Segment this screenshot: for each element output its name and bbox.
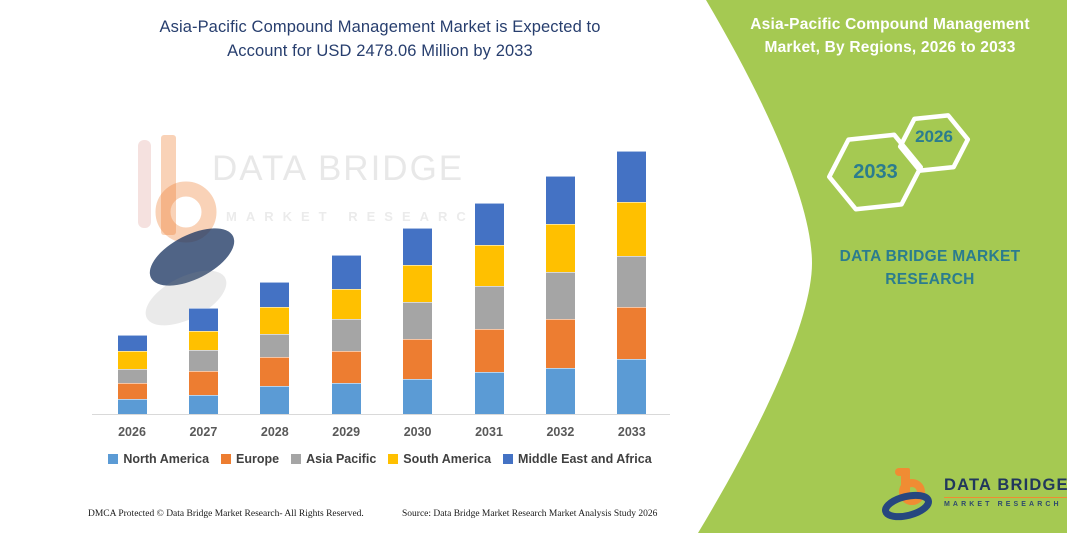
- x-axis-line: [92, 414, 670, 415]
- bar-segment-2032-north-america: [545, 367, 575, 414]
- bar-segment-2030-north-america: [403, 379, 433, 414]
- company-logo-text: DATA BRIDGE MARKET RESEARCH: [944, 466, 1067, 522]
- company-logo-icon: [882, 466, 936, 522]
- bar-segment-2029-middle-east-and-africa: [331, 255, 361, 290]
- bar-segment-2027-europe: [188, 370, 218, 395]
- legend-label: Asia Pacific: [306, 452, 377, 466]
- bar-segment-2029-north-america: [331, 382, 361, 414]
- bar-segment-2033-middle-east-and-africa: [617, 150, 647, 202]
- bar-segment-2032-asia-pacific: [545, 271, 575, 320]
- bar-segment-2028-south-america: [260, 307, 290, 335]
- bar-segment-2033-north-america: [617, 359, 647, 414]
- legend-label: South America: [403, 452, 492, 466]
- legend-item-europe: Europe: [221, 452, 279, 466]
- stacked-bar-chart: 2026 2027 2028 2029 2030 2031 2032 2033: [92, 150, 670, 439]
- bar-segment-2029-europe: [331, 350, 361, 383]
- bar-segment-2033-asia-pacific: [617, 256, 647, 308]
- legend-item-asia-pacific: Asia Pacific: [291, 452, 376, 466]
- bar-segment-2030-asia-pacific: [403, 302, 433, 340]
- hexagons-graphic: [827, 113, 971, 212]
- legend-item-north-america: North America: [108, 452, 209, 466]
- chart-title: Asia-Pacific Compound Management Market …: [85, 16, 675, 64]
- bar-segment-2026-asia-pacific: [117, 368, 147, 383]
- bar-segment-2032-south-america: [545, 224, 575, 272]
- x-axis-label-2027: 2027: [189, 425, 218, 439]
- watermark-logo-icon: [138, 135, 235, 326]
- bar-segment-2027-south-america: [188, 330, 218, 350]
- watermark-subtitle: MARKET RESEARCH: [226, 209, 494, 224]
- chart-title-line1: Asia-Pacific Compound Management Market …: [159, 18, 601, 36]
- x-axis-label-2032: 2032: [546, 425, 575, 439]
- bar-segment-2028-middle-east-and-africa: [260, 281, 290, 308]
- chart-legend: North America Europe Asia Pacific South Ame…: [75, 452, 685, 466]
- bar-segment-2031-south-america: [474, 245, 504, 286]
- side-panel-title-line1: Asia-Pacific Compound Management: [750, 16, 1030, 33]
- hexagon-year-2033: 2033: [853, 161, 898, 183]
- legend-swatch-icon: [388, 454, 399, 464]
- x-axis-label-2033: 2033: [617, 425, 646, 439]
- bar-segment-2028-europe: [260, 357, 290, 386]
- brand-name-line2: RESEARCH: [885, 271, 975, 289]
- x-axis-label-2029: 2029: [332, 425, 361, 439]
- bar-segment-2032-middle-east-and-africa: [545, 175, 575, 225]
- company-logo-subtitle: MARKET RESEARCH: [944, 501, 1062, 508]
- legend-swatch-icon: [108, 454, 119, 464]
- bar-segment-2027-north-america: [188, 394, 218, 414]
- watermark-title: DATA BRIDGE: [212, 149, 465, 188]
- legend-swatch-icon: [503, 454, 514, 464]
- bar-segment-2029-asia-pacific: [331, 319, 361, 351]
- bar-segment-2028-asia-pacific: [260, 334, 290, 358]
- x-axis-label-2031: 2031: [475, 425, 503, 439]
- bar-segment-2031-asia-pacific: [474, 285, 504, 330]
- hexagon-2026-outline: [897, 113, 971, 173]
- bar-segment-2030-europe: [403, 339, 433, 380]
- brand-name-line1: DATA BRIDGE MARKET: [839, 248, 1021, 265]
- bar-segment-2031-europe: [474, 329, 504, 372]
- bar-segment-2026-north-america: [117, 399, 147, 414]
- legend-item-middle-east-and-africa: Middle East and Africa: [503, 452, 652, 466]
- bar-segment-2026-middle-east-and-africa: [117, 334, 147, 352]
- hexagon-year-2026: 2026: [915, 127, 953, 146]
- bar-segment-2026-south-america: [117, 351, 147, 369]
- bar-segment-2028-north-america: [260, 385, 290, 414]
- bar-segment-2031-north-america: [474, 371, 504, 414]
- bar-segment-2030-south-america: [403, 265, 433, 303]
- green-panel-shape: [698, 0, 1067, 533]
- brand-name-text: DATA BRIDGE MARKET RESEARCH: [795, 245, 1065, 292]
- legend-label: North America: [123, 452, 210, 466]
- side-panel-title-line2: Market, By Regions, 2026 to 2033: [764, 39, 1016, 57]
- bar-segment-2027-middle-east-and-africa: [188, 307, 218, 331]
- bar-segment-2027-asia-pacific: [188, 349, 218, 371]
- company-logo-title: DATA BRIDGE: [944, 476, 1067, 498]
- chart-title-line2: Account for USD 2478.06 Million by 2033: [227, 41, 533, 60]
- company-logo: DATA BRIDGE MARKET RESEARCH: [882, 466, 1067, 522]
- bar-segment-2033-europe: [617, 307, 647, 360]
- legend-item-south-america: South America: [388, 452, 491, 466]
- side-panel-title: Asia-Pacific Compound Management Market,…: [720, 13, 1060, 60]
- bar-segment-2030-middle-east-and-africa: [403, 227, 433, 266]
- footer-dmca-text: DMCA Protected © Data Bridge Market Rese…: [88, 509, 364, 519]
- bar-segment-2032-europe: [545, 319, 575, 368]
- x-axis-label-2028: 2028: [260, 425, 289, 439]
- watermark: DATA BRIDGE MARKET RESEARCH: [130, 135, 484, 345]
- bar-segment-2031-middle-east-and-africa: [474, 202, 504, 246]
- bar-segment-2033-south-america: [617, 201, 647, 256]
- legend-label: Europe: [236, 452, 280, 466]
- hexagon-2033-outline: [827, 132, 923, 212]
- x-axis-label-2026: 2026: [118, 425, 146, 439]
- x-axis-label-2030: 2030: [403, 425, 432, 439]
- legend-swatch-icon: [221, 454, 232, 464]
- legend-swatch-icon: [291, 454, 302, 464]
- bar-segment-2029-south-america: [331, 289, 361, 319]
- bar-segment-2026-europe: [117, 382, 147, 399]
- footer-source-text: Source: Data Bridge Market Research Mark…: [402, 509, 658, 519]
- legend-label: Middle East and Africa: [518, 452, 652, 466]
